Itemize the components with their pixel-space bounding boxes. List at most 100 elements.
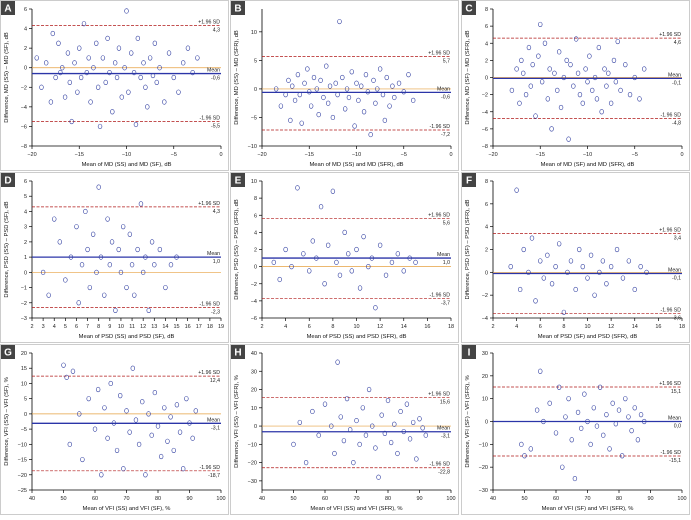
data-point <box>62 94 68 100</box>
data-point <box>158 453 164 460</box>
data-point <box>407 436 413 442</box>
data-point <box>539 79 545 85</box>
data-point <box>119 94 124 100</box>
panel-d: −3 −2 −1 0 1 2 3 4 5 6 2 3 4 5 6 7 8 9 10 11 12 13 14 15 16 17 18 1… <box>0 172 229 343</box>
data-point <box>277 276 282 283</box>
data-point <box>356 97 361 103</box>
upper-loa-label: +1.96 SD <box>428 392 450 398</box>
mean-label: Mean <box>437 86 450 92</box>
data-point <box>599 109 604 115</box>
data-point <box>40 269 46 275</box>
data-point <box>46 292 51 298</box>
chart-i: −30 −20 −10 0 10 20 30 40 50 60 70 80 90 100 +1.96 SD 1… <box>461 344 690 515</box>
data-point <box>383 272 389 278</box>
y-tick-label: −2 <box>251 282 257 288</box>
data-point <box>370 423 375 429</box>
y-axis-label: Difference, VFI (SS) – VFI (SF), % <box>4 377 10 465</box>
data-point <box>517 286 523 293</box>
lower-loa-value: -7,2 <box>441 132 450 138</box>
panel-letter-box <box>1 1 15 15</box>
lower-loa-value: -5,5 <box>211 124 220 130</box>
data-point <box>90 231 96 237</box>
data-point <box>143 472 148 478</box>
y-tick-label: −6 <box>482 127 488 133</box>
data-point <box>573 36 579 42</box>
y-tick-label: 40 <box>251 351 257 357</box>
data-point <box>627 92 633 98</box>
data-point <box>363 432 369 438</box>
y-tick-label: 4 <box>485 225 488 231</box>
x-tick-label: 60 <box>92 496 98 502</box>
panel-h: −30 −20 −10 0 10 20 30 40 40 50 60 70 80 90 100 +1.96 S… <box>230 344 459 515</box>
data-point <box>129 262 135 268</box>
data-point <box>116 45 122 51</box>
data-point <box>39 84 44 90</box>
upper-loa-value: 4,6 <box>674 40 681 46</box>
data-point <box>114 447 120 454</box>
data-point <box>368 131 373 138</box>
data-point <box>291 441 296 447</box>
data-point <box>155 423 161 429</box>
data-point <box>577 246 582 253</box>
y-axis-label: Difference, PSD (SS) – PSD (SFR), dB <box>234 199 240 300</box>
x-axis-label: Mean of PSD (SS) and PSD (SF), dB <box>79 334 175 340</box>
data-point <box>321 94 326 101</box>
x-tick-label: −20 <box>257 152 266 158</box>
data-point <box>377 66 383 72</box>
data-point <box>569 437 574 443</box>
data-point <box>116 246 121 253</box>
mean-value: -0,6 <box>211 76 220 82</box>
x-tick-label: 7 <box>86 324 89 330</box>
upper-loa-label: +1.96 SD <box>428 213 450 219</box>
x-tick-label: 18 <box>679 324 685 330</box>
x-tick-label: 90 <box>416 496 422 502</box>
y-tick-label: 1 <box>24 255 27 261</box>
y-tick-label: 20 <box>251 388 257 394</box>
y-tick-label: 6 <box>24 179 27 185</box>
data-point <box>130 365 136 371</box>
data-point <box>195 55 200 61</box>
data-point <box>112 60 118 66</box>
data-point <box>307 89 312 95</box>
data-point <box>56 40 61 46</box>
data-point <box>50 30 55 37</box>
x-tick-label: −15 <box>305 152 314 158</box>
data-point <box>519 441 524 447</box>
y-axis-label: Difference, VFI (SS) – VFI (SFR), % <box>234 375 240 468</box>
data-point <box>305 66 310 72</box>
data-point <box>146 307 151 313</box>
data-point <box>301 251 306 257</box>
x-tick-label: 6 <box>539 324 542 330</box>
data-point <box>70 368 76 374</box>
upper-loa-label: +1.96 SD <box>659 228 681 234</box>
data-point <box>596 44 602 51</box>
data-point <box>615 38 620 45</box>
data-point <box>138 74 143 81</box>
data-point <box>105 216 110 222</box>
y-tick-label: −6 <box>21 124 27 130</box>
data-point <box>95 84 101 90</box>
y-tick-label: −25 <box>18 488 27 494</box>
data-point <box>165 438 170 444</box>
data-point <box>136 441 142 447</box>
x-tick-label: 8 <box>562 324 565 330</box>
upper-loa-label: +1.96 SD <box>198 370 220 376</box>
data-point <box>514 66 519 72</box>
data-point <box>147 55 153 61</box>
data-point <box>642 66 647 72</box>
x-tick-label: 18 <box>207 324 213 330</box>
data-point <box>75 89 80 95</box>
lower-loa-label: -1.96 SD <box>200 116 221 122</box>
mean-value: 1,0 <box>213 259 220 265</box>
panel-letter-box <box>462 345 476 359</box>
x-tick-label: 18 <box>448 324 454 330</box>
chart-h: −30 −20 −10 0 10 20 30 40 40 50 60 70 80 90 100 +1.96 S… <box>230 344 459 515</box>
data-point <box>87 284 93 291</box>
data-point <box>105 35 110 41</box>
data-point <box>547 400 552 406</box>
data-point <box>67 79 73 85</box>
x-tick-label: 6 <box>308 324 311 330</box>
data-point <box>100 55 106 61</box>
